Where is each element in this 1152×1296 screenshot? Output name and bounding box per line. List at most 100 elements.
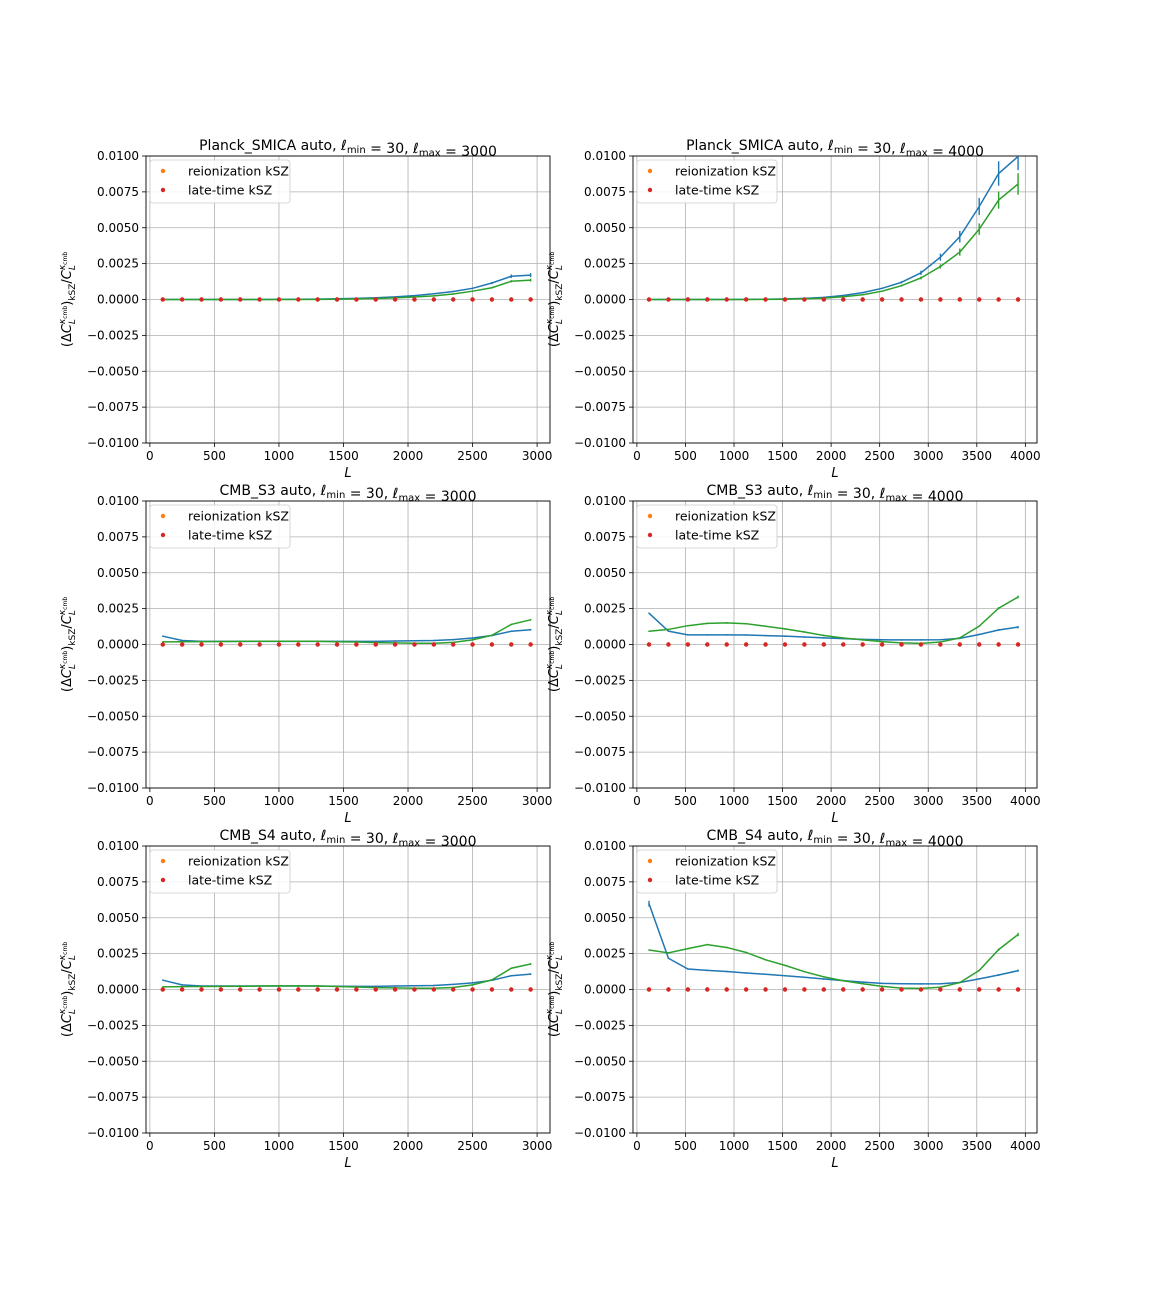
point-red bbox=[199, 987, 204, 992]
y-tick-label: 0.0000 bbox=[97, 983, 139, 997]
x-tick-label: 0 bbox=[633, 1139, 641, 1153]
legend-label: reionization kSZ bbox=[675, 854, 776, 869]
plot-area bbox=[160, 963, 533, 992]
legend: reionization kSZ late-time kSZ bbox=[149, 504, 291, 549]
x-tick-label: 3500 bbox=[962, 1139, 993, 1153]
point-red bbox=[899, 642, 904, 647]
point-red bbox=[646, 297, 652, 302]
point-red bbox=[489, 642, 495, 647]
y-tick-label: 0.0100 bbox=[584, 839, 626, 853]
chart-panel: 0.0100 0.0075 0.0050 0.0025 0.0000 −0.0025 −0.… bbox=[58, 828, 552, 1171]
point-red bbox=[373, 297, 378, 302]
y-tick-label: 0.0100 bbox=[97, 494, 139, 508]
series-line-green bbox=[162, 963, 531, 989]
x-tick-label: 3000 bbox=[913, 794, 944, 808]
y-tick-label: −0.0100 bbox=[574, 1126, 626, 1140]
point-red bbox=[938, 297, 943, 302]
point-red bbox=[685, 642, 691, 647]
y-tick-label: −0.0100 bbox=[87, 436, 139, 450]
point-red bbox=[412, 987, 417, 992]
point-red bbox=[977, 642, 982, 647]
point-red bbox=[470, 987, 475, 992]
point-red bbox=[296, 297, 301, 302]
series-line-green bbox=[648, 933, 1019, 990]
y-tick-label: 0.0075 bbox=[584, 875, 626, 889]
point-red bbox=[276, 297, 282, 302]
plot-area bbox=[646, 595, 1021, 647]
x-tick-label: 2000 bbox=[393, 794, 424, 808]
point-red bbox=[802, 987, 807, 992]
point-red bbox=[509, 987, 514, 992]
legend-marker-red bbox=[647, 187, 653, 193]
y-tick-label: −0.0050 bbox=[574, 1054, 626, 1068]
x-tick-label: 0 bbox=[146, 794, 154, 808]
point-red bbox=[373, 987, 378, 992]
axes-frame bbox=[632, 500, 1038, 789]
legend-marker-orange bbox=[647, 168, 653, 174]
point-red bbox=[179, 642, 185, 647]
y-tick-label: −0.0025 bbox=[87, 328, 139, 342]
point-red bbox=[705, 297, 710, 302]
point-red bbox=[724, 642, 729, 647]
panel-title: CMB_S3 auto, ℓmin = 30, ℓmax = 3000 bbox=[220, 483, 477, 505]
x-axis-label: L bbox=[344, 811, 351, 826]
axes-frame bbox=[145, 155, 551, 444]
point-red bbox=[276, 987, 282, 992]
point-red bbox=[528, 642, 533, 647]
y-tick-label: −0.0025 bbox=[574, 1018, 626, 1032]
y-tick-label: −0.0100 bbox=[87, 1126, 139, 1140]
y-tick-label: 0.0075 bbox=[584, 185, 626, 199]
y-axis-label: (ΔCLκcmb)kSZ/CLκcmb bbox=[545, 252, 565, 347]
point-red bbox=[1015, 642, 1021, 647]
point-red bbox=[315, 987, 320, 992]
point-red bbox=[1015, 297, 1021, 302]
x-tick-label: 500 bbox=[203, 1139, 226, 1153]
y-axis-label: (ΔCLκcmb)kSZ/CLκcmb bbox=[545, 597, 565, 692]
y-tick-label: 0.0025 bbox=[97, 602, 139, 616]
legend: reionization kSZ late-time kSZ bbox=[149, 159, 291, 204]
x-tick-label: 500 bbox=[674, 794, 697, 808]
x-axis-label: L bbox=[831, 1156, 838, 1171]
legend: reionization kSZ late-time kSZ bbox=[636, 849, 778, 894]
point-red bbox=[821, 297, 827, 302]
point-red bbox=[431, 987, 437, 992]
legend-box bbox=[636, 504, 778, 549]
chart-panel: 0.0100 0.0075 0.0050 0.0025 0.0000 −0.0025 −0.… bbox=[545, 828, 1041, 1171]
point-red bbox=[879, 987, 885, 992]
legend-label: reionization kSZ bbox=[188, 164, 289, 179]
plot-area bbox=[646, 156, 1021, 302]
y-tick-label: −0.0075 bbox=[574, 1090, 626, 1104]
point-red bbox=[918, 987, 924, 992]
x-tick-label: 3500 bbox=[962, 794, 993, 808]
point-red bbox=[160, 642, 165, 647]
legend: reionization kSZ late-time kSZ bbox=[636, 504, 778, 549]
point-red bbox=[996, 987, 1001, 992]
y-tick-label: 0.0000 bbox=[584, 638, 626, 652]
x-tick-label: 2000 bbox=[393, 1139, 424, 1153]
y-tick-label: 0.0025 bbox=[584, 257, 626, 271]
point-red bbox=[743, 297, 749, 302]
x-axis-label: L bbox=[344, 1156, 351, 1171]
point-red bbox=[334, 987, 340, 992]
point-red bbox=[354, 987, 359, 992]
y-tick-label: 0.0025 bbox=[584, 602, 626, 616]
legend-marker-red bbox=[647, 532, 653, 538]
x-tick-label: 2000 bbox=[393, 449, 424, 463]
x-tick-label: 4000 bbox=[1010, 794, 1041, 808]
y-tick-label: 0.0050 bbox=[584, 221, 626, 235]
legend-marker-orange bbox=[160, 513, 166, 519]
legend-label: late-time kSZ bbox=[675, 183, 759, 198]
plot-area bbox=[646, 900, 1021, 992]
axes-frame bbox=[632, 155, 1038, 444]
x-tick-label: 2000 bbox=[816, 794, 847, 808]
point-red bbox=[450, 297, 456, 302]
point-red bbox=[238, 297, 243, 302]
legend-marker-orange bbox=[647, 858, 653, 864]
point-red bbox=[257, 642, 262, 647]
y-tick-label: 0.0050 bbox=[584, 911, 626, 925]
point-red bbox=[509, 642, 514, 647]
x-tick-label: 1500 bbox=[328, 794, 359, 808]
point-red bbox=[528, 297, 533, 302]
point-red bbox=[238, 987, 243, 992]
point-red bbox=[334, 642, 340, 647]
